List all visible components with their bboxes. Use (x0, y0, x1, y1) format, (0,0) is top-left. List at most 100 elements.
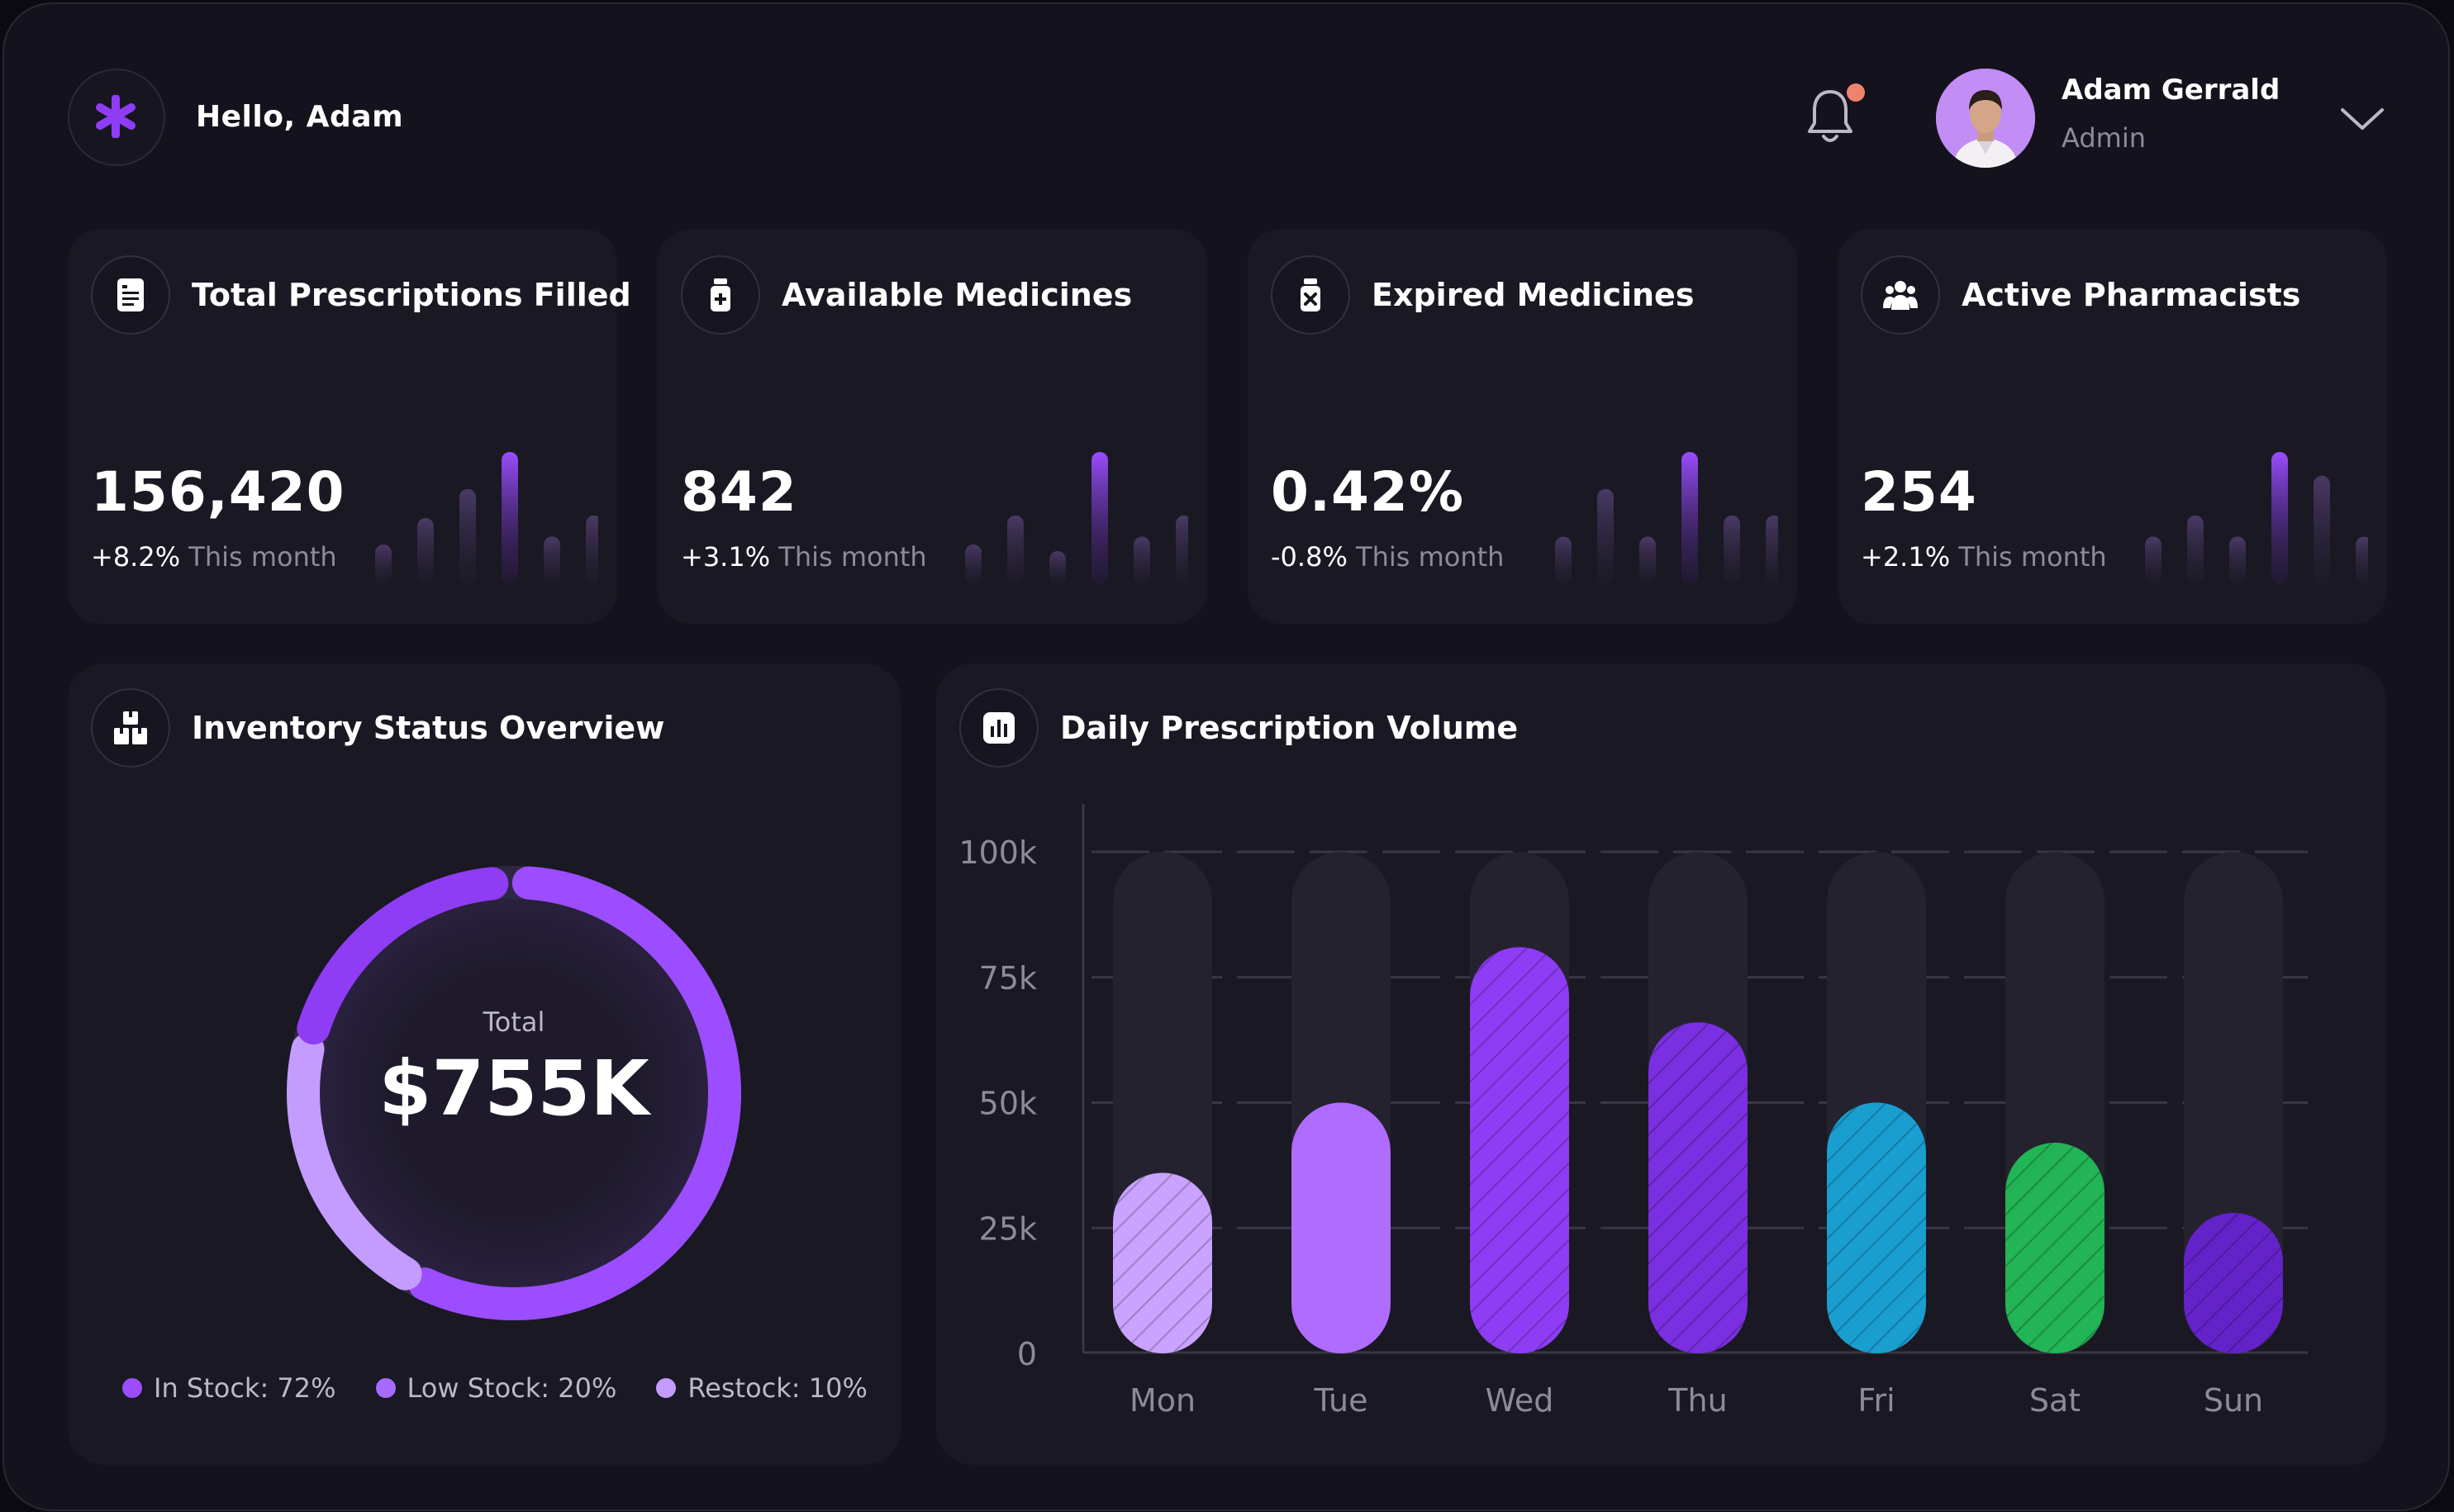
mini-bar-chart (2145, 452, 2368, 584)
x-tick-label: Thu (1667, 1382, 1727, 1419)
card-icon-wrap (681, 255, 760, 335)
medicine-bottle-icon (711, 278, 730, 311)
mini-bar (1007, 515, 1024, 584)
prescription-icon (117, 278, 144, 311)
legend-dot (375, 1378, 396, 1398)
card-available-medicines[interactable]: Available Medicines 842 +3.1% This month (658, 229, 1207, 624)
daily-volume-panel: Daily Prescription Volume 0 25k 50k 75k 100k… (936, 663, 2386, 1465)
notification-badge (1847, 83, 1865, 102)
y-tick-label: 100k (958, 834, 1037, 871)
x-tick-label: Tue (1314, 1382, 1368, 1419)
mini-bar (2145, 536, 2162, 584)
mini-bar (965, 544, 982, 584)
inventory-boxes-icon (114, 711, 147, 744)
bar-fri[interactable] (1827, 1102, 1926, 1354)
delta-value: +8.2% (91, 541, 181, 573)
x-tick-label: Mon (1130, 1382, 1196, 1419)
donut-segment-low-stock[interactable] (287, 1032, 422, 1291)
x-tick-label: Fri (1857, 1382, 1895, 1419)
card-icon-wrap (91, 255, 170, 335)
delta-value: -0.8% (1271, 541, 1348, 573)
asterisk-logo-icon (96, 95, 136, 138)
bar-thu[interactable] (1648, 1022, 1748, 1353)
bar-tue[interactable] (1291, 1102, 1391, 1354)
x-tick-label: Wed (1486, 1382, 1554, 1419)
mini-bar (502, 452, 518, 584)
mini-bar (2356, 536, 2368, 584)
panel-icon-wrap (91, 688, 170, 768)
bar-sat[interactable] (2005, 1143, 2104, 1353)
delta-label: This month (778, 541, 927, 573)
chevron-down-icon[interactable] (2339, 107, 2385, 131)
card-value: 254 (1861, 460, 1977, 524)
notification-bell-icon[interactable] (1805, 87, 1855, 146)
mini-bar (1049, 551, 1066, 584)
inventory-legend: In Stock: 72% Low Stock: 20% Restock: 10… (122, 1372, 868, 1404)
card-expired-medicines[interactable]: Expired Medicines 0.42% -0.8% This month (1248, 229, 1797, 624)
legend-label: Restock: 10% (687, 1372, 868, 1404)
donut-total-value: $755K (378, 1044, 652, 1133)
mini-bar (1724, 515, 1740, 584)
delta-value: +3.1% (681, 541, 771, 573)
mini-bar (544, 536, 560, 584)
mini-bar (1597, 488, 1614, 584)
mini-bar-chart (1555, 452, 1778, 584)
card-value: 0.42% (1271, 460, 1464, 524)
mini-bar (417, 518, 434, 584)
inventory-title: Inventory Status Overview (192, 710, 665, 746)
card-active-pharmacists[interactable]: Active Pharmacists 254 +2.1% This month (1838, 229, 2387, 624)
mini-bar (1555, 536, 1572, 584)
y-tick-label: 75k (979, 960, 1037, 996)
bar-chart-icon (983, 712, 1015, 744)
y-tick-label: 0 (1017, 1336, 1037, 1372)
delta-value: +2.1% (1861, 541, 1951, 573)
legend-label: In Stock: 72% (154, 1372, 336, 1404)
volume-chart-title: Daily Prescription Volume (1060, 710, 1519, 746)
card-icon-wrap (1271, 255, 1350, 335)
mini-bar (459, 488, 476, 584)
card-title: Expired Medicines (1372, 277, 1695, 313)
card-title: Active Pharmacists (1962, 277, 2301, 313)
mini-bar (1681, 452, 1698, 584)
card-total-prescriptions[interactable]: Total Prescriptions Filled 156,420 +8.2%… (68, 229, 631, 624)
legend-dot (122, 1378, 142, 1398)
inventory-donut: Total $755K (225, 804, 803, 1382)
card-delta: +8.2% This month (91, 541, 337, 573)
user-avatar-icon (1936, 69, 2035, 168)
delta-label: This month (1958, 541, 2107, 573)
legend-item-in-stock: In Stock: 72% (122, 1372, 336, 1404)
mini-bar (2229, 536, 2246, 584)
expired-bottle-icon (1301, 278, 1320, 311)
mini-bar (1091, 452, 1108, 584)
card-delta: +2.1% This month (1861, 541, 2107, 573)
greeting-text: Hello, Adam (196, 100, 404, 134)
bar-wed[interactable] (1470, 947, 1569, 1353)
legend-item-low-stock: Low Stock: 20% (375, 1372, 617, 1404)
mini-bar (2314, 475, 2330, 584)
mini-bar-chart (965, 452, 1188, 584)
bar-mon[interactable] (1113, 1172, 1212, 1353)
card-title: Total Prescriptions Filled (192, 277, 631, 313)
mini-bar (1639, 536, 1656, 584)
user-avatar[interactable] (1936, 69, 2035, 168)
y-tick-label: 50k (979, 1086, 1037, 1122)
card-delta: +3.1% This month (681, 541, 927, 573)
card-delta: -0.8% This month (1271, 541, 1504, 573)
user-name: Adam Gerrald (2062, 74, 2280, 107)
delta-label: This month (1356, 541, 1505, 573)
donut-chart: Total $755K (287, 866, 741, 1320)
card-value: 156,420 (91, 460, 345, 524)
donut-segment-restock[interactable] (297, 867, 509, 1045)
x-tick-label: Sun (2204, 1382, 2263, 1419)
mini-bar (1134, 536, 1150, 584)
inventory-panel: Inventory Status Overview Total (68, 663, 901, 1465)
bar-sun[interactable] (2184, 1213, 2283, 1353)
legend-label: Low Stock: 20% (407, 1372, 617, 1404)
volume-bar-chart: 0 25k 50k 75k 100k Mon Tue Wed Thu Fri Sat Sun (958, 804, 2308, 1419)
y-tick-label: 25k (979, 1210, 1037, 1247)
donut-segment-in-stock[interactable] (408, 866, 741, 1320)
card-title: Available Medicines (782, 277, 1133, 313)
app-logo[interactable] (68, 69, 165, 166)
x-tick-label: Sat (2029, 1382, 2081, 1419)
